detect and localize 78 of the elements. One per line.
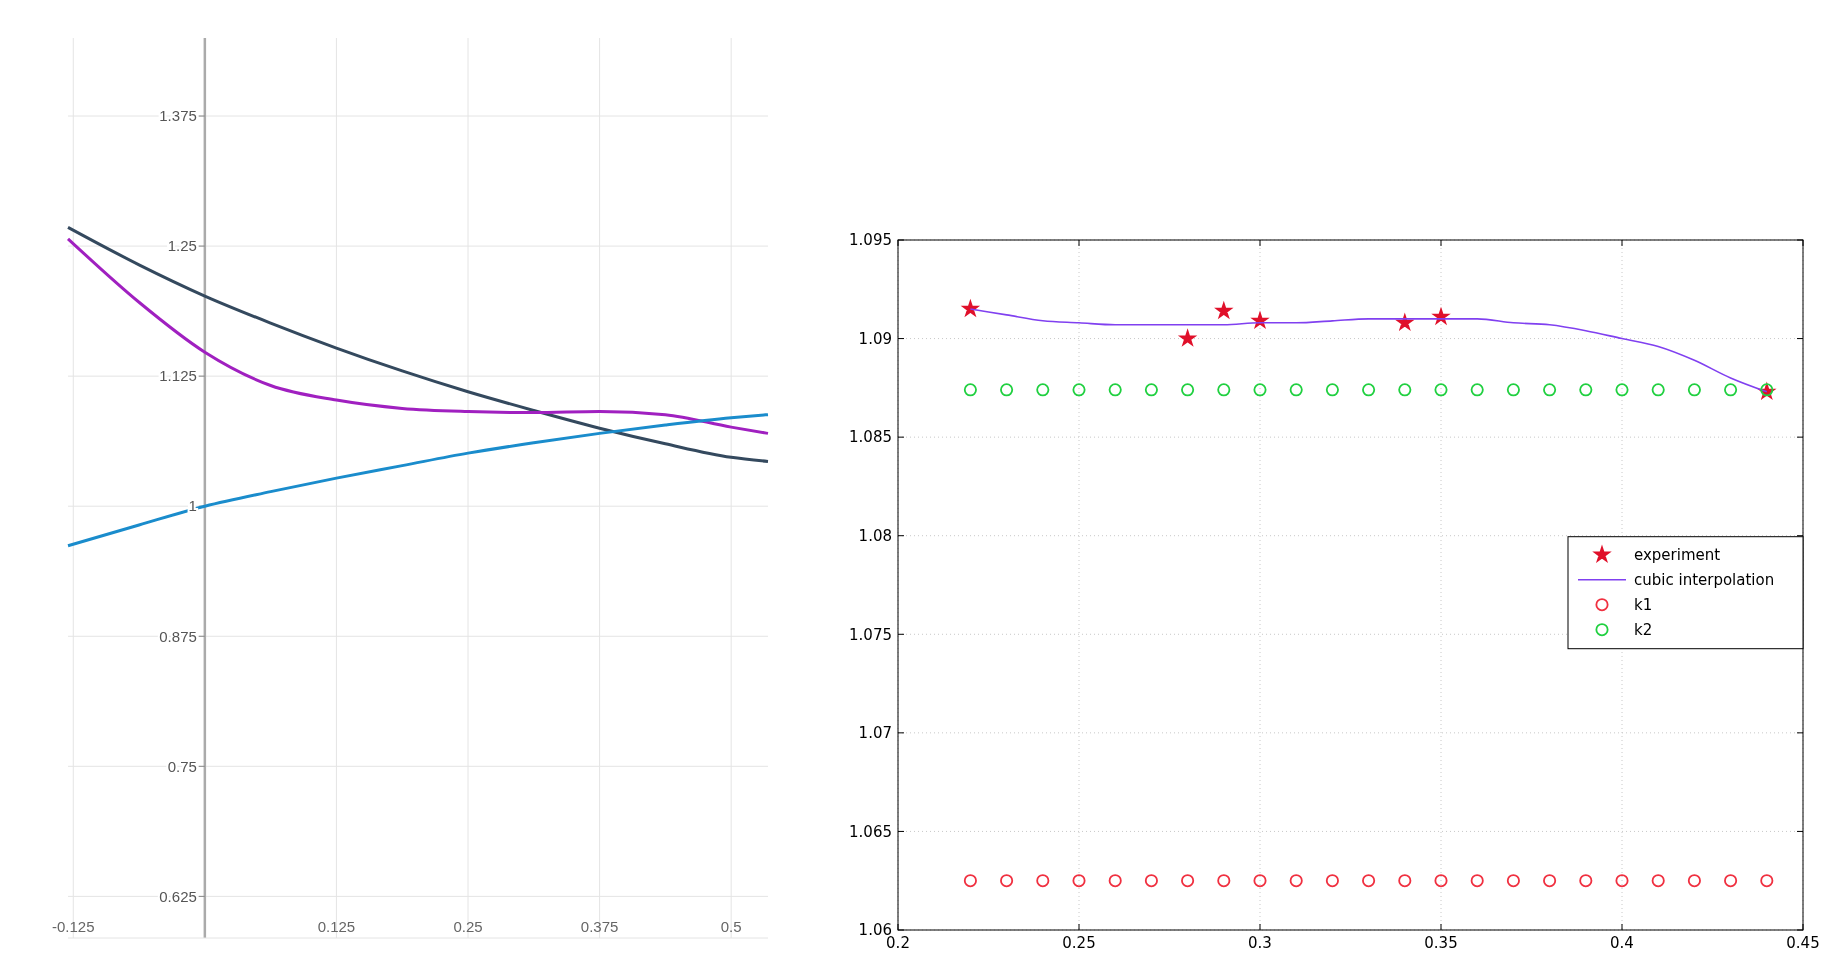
x-tick-label: 0.125 xyxy=(317,918,356,935)
x-tick-label: 0.25 xyxy=(453,918,483,935)
point xyxy=(1760,874,1774,888)
point xyxy=(1543,383,1557,397)
point xyxy=(1000,874,1014,888)
point xyxy=(1470,874,1484,888)
point xyxy=(1687,383,1701,397)
point xyxy=(1181,383,1195,397)
point xyxy=(1253,874,1267,888)
point xyxy=(1434,874,1448,888)
point xyxy=(1398,874,1412,888)
y-tick-label: 1.085 xyxy=(849,428,892,447)
point xyxy=(1325,383,1339,397)
point xyxy=(1362,383,1376,397)
point xyxy=(1543,874,1557,888)
x-tick-label: 0.4 xyxy=(1610,934,1634,952)
y-tick-label: 1.075 xyxy=(849,625,892,644)
point xyxy=(1289,383,1303,397)
point xyxy=(1108,874,1122,888)
legend-label: cubic interpolation xyxy=(1634,570,1775,589)
legend-label: experiment xyxy=(1634,545,1721,564)
x-tick-label: 0.3 xyxy=(1248,934,1272,952)
y-tick-label: 1.07 xyxy=(858,724,892,743)
point xyxy=(1072,383,1086,397)
point xyxy=(1181,874,1195,888)
line-series xyxy=(66,413,770,548)
y-tick-label: 1.095 xyxy=(849,231,892,250)
point xyxy=(1214,301,1234,320)
point xyxy=(1398,383,1412,397)
point xyxy=(1144,383,1158,397)
point xyxy=(1506,874,1520,888)
y-tick-label: 1.065 xyxy=(849,822,892,841)
line-series xyxy=(66,225,770,463)
point xyxy=(1217,383,1231,397)
point xyxy=(1579,383,1593,397)
point xyxy=(1651,383,1665,397)
point xyxy=(1687,874,1701,888)
y-tick-label: 0.875 xyxy=(159,627,197,645)
x-tick-label: 0.45 xyxy=(1786,934,1820,952)
point xyxy=(1289,874,1303,888)
point xyxy=(1434,383,1448,397)
legend-label: k2 xyxy=(1634,620,1653,639)
point xyxy=(1217,874,1231,888)
point xyxy=(1470,383,1484,397)
point xyxy=(1724,383,1738,397)
point xyxy=(1000,383,1014,397)
legend-label: k1 xyxy=(1634,595,1653,614)
x-tick-label: 0.5 xyxy=(720,918,742,935)
x-tick-label: 0.35 xyxy=(1424,934,1458,952)
x-tick-label: 0.375 xyxy=(580,918,619,935)
point xyxy=(1144,874,1158,888)
y-tick-label: 1.09 xyxy=(858,329,892,348)
line-series xyxy=(66,237,770,435)
point xyxy=(1072,874,1086,888)
y-tick-label: 0.625 xyxy=(159,887,197,905)
x-tick-label: 0.25 xyxy=(1062,934,1096,952)
y-tick-label: 1.375 xyxy=(159,107,197,125)
point xyxy=(1036,383,1050,397)
point xyxy=(1108,383,1122,397)
point xyxy=(1615,874,1629,888)
point xyxy=(1325,874,1339,888)
point xyxy=(1506,383,1520,397)
point xyxy=(1615,383,1629,397)
point xyxy=(1579,874,1593,888)
y-tick-label: 0.75 xyxy=(167,757,197,775)
y-tick-label: 1.08 xyxy=(858,526,892,545)
point xyxy=(963,383,977,397)
point xyxy=(1253,383,1267,397)
point xyxy=(963,874,977,888)
x-tick-label: 0.2 xyxy=(886,934,910,952)
y-tick-label: 1.125 xyxy=(159,367,197,385)
point xyxy=(1036,874,1050,888)
x-tick-label: -0.125 xyxy=(51,918,95,935)
point xyxy=(1724,874,1738,888)
point xyxy=(1178,328,1198,347)
point xyxy=(1651,874,1665,888)
y-tick-label: 1.25 xyxy=(167,237,197,255)
point xyxy=(1362,874,1376,888)
